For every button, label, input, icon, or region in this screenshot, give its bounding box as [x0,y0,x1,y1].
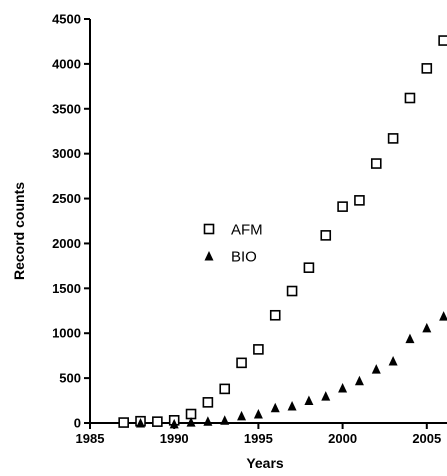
bio-point [338,382,348,393]
bio-point [203,416,213,426]
y-tick-label: 1000 [52,326,81,341]
bio-point [405,333,415,344]
y-tick-label: 4500 [52,12,81,27]
afm-point [269,309,281,321]
y-tick-label: 1500 [52,281,81,296]
afm-point [370,158,382,169]
x-tick-label: 1995 [244,431,273,446]
bio-point [422,322,432,333]
x-tick-label: 1990 [160,431,189,446]
data-marks [118,35,447,429]
y-axis-title: Record counts [11,182,27,280]
y-tick-label: 2500 [52,191,81,206]
bio-point [169,418,179,429]
afm-point [118,417,129,428]
afm-point [337,201,348,212]
x-tick-label: 2005 [412,431,441,446]
y-tick-label: 500 [59,371,81,386]
bio-point [287,400,297,411]
afm-point [421,63,433,74]
bio-point [136,418,146,428]
afm-point [320,230,332,241]
x-axis-title: Years [246,455,284,471]
y-tick-label: 0 [74,416,81,431]
afm-point [387,133,399,144]
axes: 0 500 1000 1500 2000 2500 3000 3500 4000 4500 1985… [52,12,447,446]
x-tick-label: 1985 [76,431,105,446]
bio-point [304,395,314,406]
bio-point [237,410,247,421]
afm-point [404,92,416,104]
afm-point [219,383,231,395]
y-tick-label: 3500 [52,101,81,116]
afm-point [286,285,298,297]
legend-marker-afm [203,223,215,235]
y-tick-label: 3000 [52,146,81,161]
afm-point [152,416,163,427]
afm-point [253,344,264,355]
afm-point [236,357,247,369]
afm-point [354,195,365,206]
bio-point [439,311,447,321]
bio-point [321,391,331,401]
legend-label-bio: BIO [231,249,257,266]
afm-point [438,35,447,46]
bio-point [253,409,263,419]
afm-point [303,262,315,273]
y-tick-label: 2000 [52,236,81,251]
y-tick-label: 4000 [52,56,81,71]
afm-point [202,397,214,408]
bio-point [371,364,381,374]
bio-point [220,415,230,425]
x-tick-label: 2000 [328,431,357,446]
legend-label-afm: AFM [231,222,263,239]
bio-point [186,417,196,427]
legend: AFM BIO [203,222,263,266]
bio-point [354,375,364,386]
bio-point [270,402,280,413]
bio-point [388,356,398,366]
legend-marker-bio [204,251,214,261]
